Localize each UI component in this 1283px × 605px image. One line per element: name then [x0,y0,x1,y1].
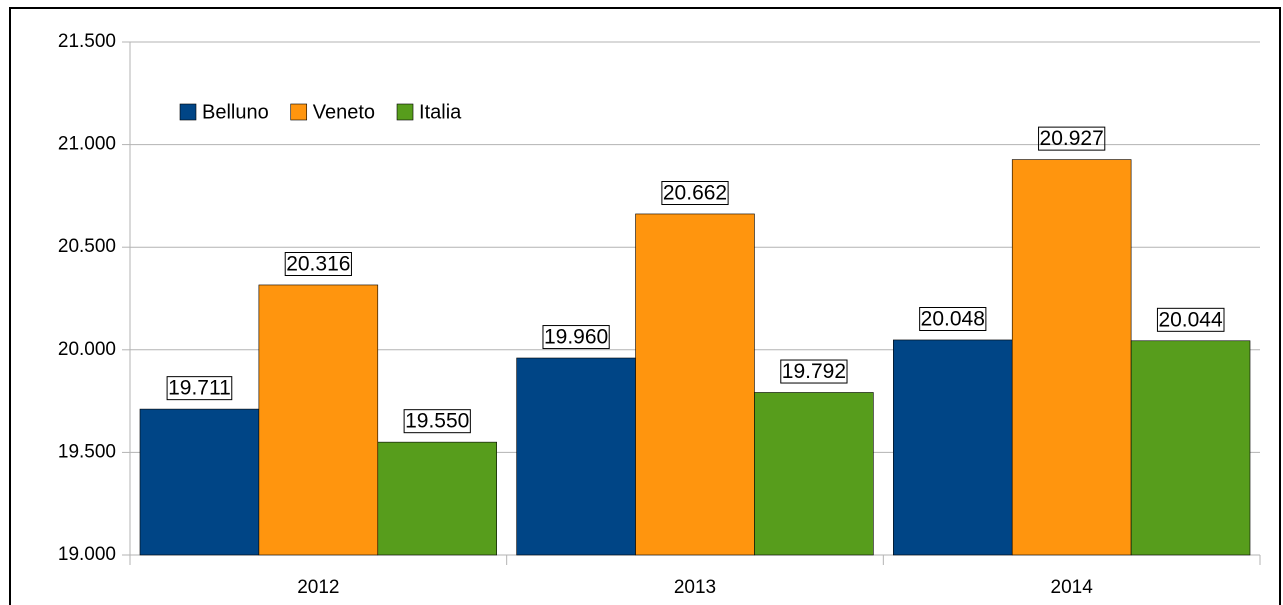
data-label: 19.792 [782,360,846,383]
data-label-box [403,409,471,434]
y-tick-label: 20.000 [58,339,116,360]
y-tick-label: 21.500 [58,31,116,52]
x-tick-label: 2013 [674,577,716,598]
y-tick-label: 21.000 [58,134,116,155]
bar [893,339,1013,556]
legend-swatch [179,103,197,121]
x-tick-label: 2012 [297,577,339,598]
legend-label: Italia [419,101,462,123]
data-label-box [1038,126,1106,151]
data-label: 19.550 [405,410,469,433]
data-label-box [284,252,352,277]
bar [754,392,874,556]
data-label-box [661,181,729,206]
data-label: 20.048 [921,307,985,330]
data-label: 19.711 [168,377,231,400]
data-label: 20.662 [663,182,727,205]
legend-swatch [396,103,414,121]
legend-label: Belluno [202,101,269,123]
bar [377,441,497,556]
data-label-box [542,325,610,350]
chart-frame [9,7,1281,605]
legend-swatch [290,103,308,121]
y-tick-label: 20.500 [58,236,116,257]
data-label-box [780,359,848,384]
bar [139,408,260,556]
data-label-box [1156,307,1225,332]
data-label-box [166,376,233,401]
data-label: 20.044 [1158,308,1223,331]
bar [516,357,636,556]
y-tick-label: 19.000 [58,544,116,565]
y-tick-label: 19.500 [58,441,116,462]
bar [1130,340,1251,556]
data-label: 20.316 [286,253,350,276]
data-label-box [919,306,987,331]
data-label: 19.960 [544,326,608,349]
data-label: 20.927 [1040,127,1104,150]
x-tick-label: 2014 [1051,577,1094,598]
legend-label: Veneto [313,101,375,123]
bar [1011,159,1132,556]
bar [258,284,379,556]
bar [635,213,755,556]
